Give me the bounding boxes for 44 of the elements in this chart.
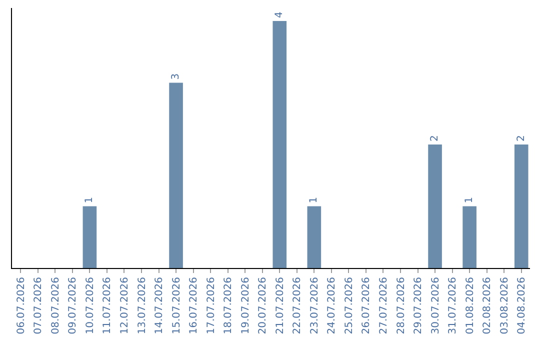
bar (462, 206, 476, 268)
x-tick-label: 24.07.2026 (326, 277, 338, 334)
x-tick-label: 28.07.2026 (396, 277, 407, 334)
x-tick-label: 17.07.2026 (206, 277, 217, 334)
data-label: 1 (84, 196, 96, 204)
x-tick-label: 06.07.2026 (16, 277, 27, 334)
data-label: 1 (308, 196, 320, 204)
x-tick-label: 16.07.2026 (188, 277, 200, 334)
bar (272, 21, 287, 268)
data-label: 3 (170, 73, 182, 80)
x-tick-label: 31.07.2026 (448, 277, 459, 334)
x-tick-label: 27.07.2026 (378, 277, 390, 334)
x-tick-label: 25.07.2026 (344, 277, 355, 334)
x-tick-label: 26.07.2026 (361, 277, 372, 334)
x-tick-label: 21.07.2026 (274, 277, 286, 334)
bar (169, 82, 183, 268)
x-tick-label: 18.07.2026 (223, 277, 234, 334)
x-tick-label: 04.08.2026 (516, 277, 528, 334)
data-label: 2 (516, 135, 527, 142)
bar (514, 144, 528, 268)
bar (82, 206, 97, 268)
x-tick-label: 11.07.2026 (102, 277, 114, 334)
x-tick-label: 30.07.2026 (430, 277, 442, 334)
data-label: 1 (464, 196, 476, 204)
x-tick-label: 29.07.2026 (413, 277, 424, 334)
bar (428, 144, 442, 268)
x-tick-label: 09.07.2026 (68, 277, 79, 334)
x-tick-label: 08.07.2026 (50, 277, 62, 334)
x-tick-label: 19.07.2026 (240, 277, 252, 334)
bar (307, 206, 322, 268)
x-tick-label: 15.07.2026 (171, 277, 182, 334)
x-tick-label: 10.07.2026 (84, 277, 96, 334)
x-tick-label: 02.08.2026 (482, 277, 494, 334)
x-tick-label: 01.08.2026 (464, 277, 476, 334)
data-label: 2 (430, 135, 441, 142)
data-label: 4 (274, 12, 286, 18)
x-tick-label: 12.07.2026 (119, 277, 130, 334)
x-tick-label: 22.07.2026 (292, 277, 304, 334)
x-tick-label: 13.07.2026 (136, 277, 148, 334)
x-tick-label: 23.07.2026 (309, 277, 320, 334)
x-tick-label: 07.07.2026 (33, 277, 44, 334)
x-tick-label: 03.08.2026 (499, 277, 510, 334)
x-tick-label: 20.07.2026 (258, 277, 269, 334)
x-tick-label: 14.07.2026 (154, 277, 166, 334)
